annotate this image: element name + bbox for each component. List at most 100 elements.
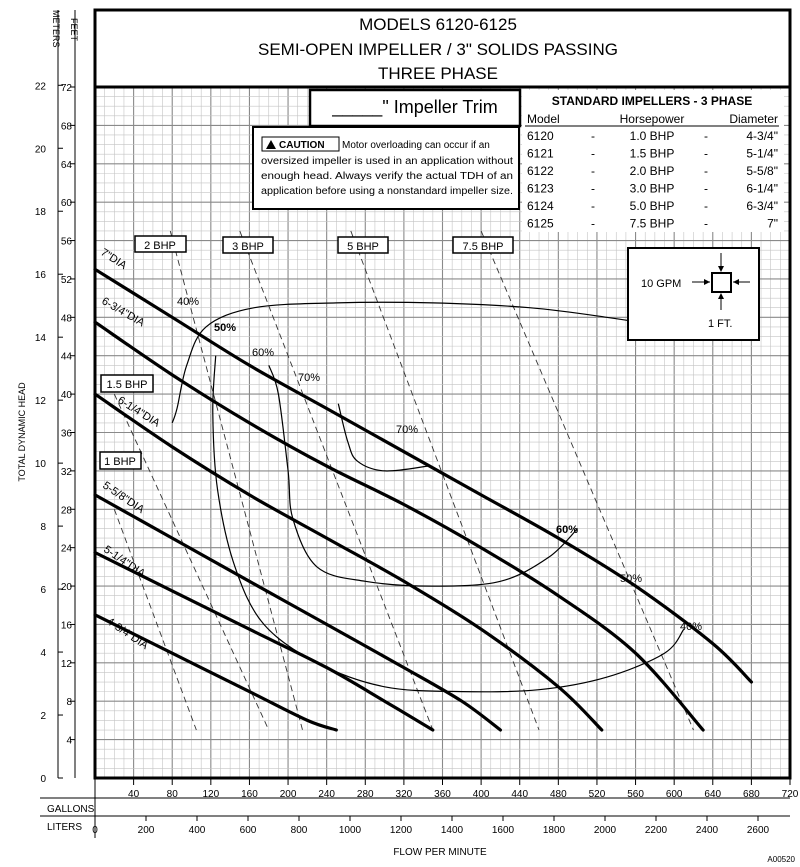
svg-text:3 BHP: 3 BHP (232, 241, 264, 253)
liters-tick-label: 2000 (594, 825, 617, 836)
eff-label-70-right: 70% (396, 424, 418, 436)
feet-tick-label: 32 (61, 467, 73, 478)
bhp-line (169, 230, 303, 731)
table-cell: - (591, 129, 595, 143)
gallons-tick-label: 360 (434, 789, 451, 800)
gallons-tick-label: 480 (550, 789, 567, 800)
meters-tick-label: 6 (40, 585, 46, 596)
scale-legend-box (627, 247, 760, 341)
feet-tick-label: 28 (61, 505, 73, 516)
impeller-curve (93, 550, 435, 732)
table-cell: - (704, 129, 708, 143)
gallons-tick-label: 640 (704, 789, 721, 800)
figure-code: A00520 (767, 855, 795, 864)
efficiency-curves (171, 301, 689, 693)
table-header: Model (527, 112, 560, 126)
meters-tick-label: 16 (35, 270, 47, 281)
table-cell: 6122 (527, 164, 554, 178)
table-cell: 5-5/8" (746, 164, 778, 178)
impeller-table: Model Horsepower Diameter 6120 - 1.0 BHP - 4-3/… (525, 112, 779, 231)
impeller-table-title: STANDARD IMPELLERS - 3 PHASE (552, 94, 752, 108)
table-cell: - (704, 182, 708, 196)
gallons-tick-label: 600 (666, 789, 683, 800)
liters-tick-label: 800 (291, 825, 308, 836)
bhp-label-3: 3 BHP (222, 236, 274, 254)
svg-text:1.5 BHP: 1.5 BHP (107, 379, 148, 391)
feet-axis-unit: FEET (69, 18, 79, 42)
table-cell: 4-3/4" (746, 129, 778, 143)
curve-label-6-3-4-dia: 6-3/4"DIA (100, 295, 148, 329)
table-cell: - (704, 199, 708, 213)
bhp-label-7-5: 7.5 BHP (452, 236, 514, 254)
scale-arrowhead-up (718, 266, 724, 272)
impeller-curve (93, 613, 338, 732)
meters-tick-label: 20 (35, 144, 47, 155)
table-cell: 6123 (527, 182, 554, 196)
table-cell: 6120 (527, 129, 554, 143)
chart-title-line-1: MODELS 6120-6125 (359, 15, 517, 34)
table-cell: 6124 (527, 199, 554, 213)
meters-tick-label: 18 (35, 207, 47, 218)
liters-tick-label: 400 (189, 825, 206, 836)
table-cell: 5-1/4" (746, 147, 778, 161)
table-header: Horsepower (620, 112, 685, 126)
caution-text-3: enough head. Always verify the actual TD… (261, 171, 513, 182)
gallons-tick-label: 40 (128, 789, 140, 800)
bhp-label-2: 2 BHP (134, 235, 187, 253)
feet-tick-label: 16 (61, 620, 73, 631)
table-cell: - (591, 199, 595, 213)
gallons-tick-label: 680 (743, 789, 760, 800)
table-cell: 7.5 BHP (630, 217, 675, 231)
svg-text:2 BHP: 2 BHP (144, 240, 176, 252)
eff-label-50-left: 50% (214, 322, 236, 334)
y-axis-ticks: 4812162024283236404448525660646872024681… (35, 81, 75, 785)
efficiency-curve (171, 301, 689, 424)
gallons-tick-label: 80 (167, 789, 179, 800)
feet-tick-label: 36 (61, 429, 73, 440)
scale-legend-gpm: 10 GPM (641, 278, 681, 290)
scale-arrowhead-down (718, 293, 724, 299)
gallons-tick-label: 280 (357, 789, 374, 800)
bhp-line (113, 509, 197, 731)
caution-badge (261, 136, 340, 152)
efficiency-curve (212, 355, 685, 693)
bhp-line (239, 230, 434, 731)
warning-icon (266, 140, 276, 149)
chart-title-line-2: SEMI-OPEN IMPELLER / 3" SOLIDS PASSING (258, 40, 618, 59)
scale-legend-ft: 1 FT. (708, 318, 732, 330)
efficiency-curve (337, 403, 429, 472)
impeller-curves (93, 267, 753, 732)
eff-label-60-left: 60% (252, 347, 274, 359)
eff-label-40-right: 40% (680, 621, 702, 633)
eff-label-50-right: 50% (620, 573, 642, 585)
gallons-tick-label: 560 (627, 789, 644, 800)
x-axis-ticks: 40 80 120 160 200 240 280 320 360 400 440 480 520 560… (92, 778, 799, 836)
table-cell: - (591, 182, 595, 196)
svg-text:1 BHP: 1 BHP (104, 456, 136, 468)
y-axis-label: TOTAL DYNAMIC HEAD (17, 382, 27, 482)
liters-tick-label: 2200 (645, 825, 668, 836)
feet-tick-label: 72 (61, 83, 73, 94)
feet-tick-label: 24 (61, 544, 73, 555)
caution-text-1: Motor overloading can occur if an (342, 140, 490, 151)
liters-tick-label: 2400 (696, 825, 719, 836)
meters-tick-label: 14 (35, 333, 47, 344)
table-cell: - (591, 217, 595, 231)
meters-tick-label: 2 (40, 711, 46, 722)
meters-tick-label: 8 (40, 522, 46, 533)
meters-axis-unit: METERS (51, 10, 61, 48)
table-cell: - (591, 164, 595, 178)
table-cell: 7" (767, 217, 778, 231)
bhp-label-5: 5 BHP (337, 236, 389, 254)
liters-tick-label: 1600 (492, 825, 515, 836)
meters-tick-label: 22 (35, 81, 47, 92)
scale-arrowhead-left (704, 279, 710, 285)
table-cell: 3.0 BHP (630, 182, 675, 196)
gallons-tick-label: 240 (318, 789, 335, 800)
feet-tick-label: 48 (61, 313, 73, 324)
feet-tick-label: 12 (61, 659, 73, 670)
liters-tick-label: 1800 (543, 825, 566, 836)
table-cell: - (704, 164, 708, 178)
bhp-line (480, 230, 694, 731)
